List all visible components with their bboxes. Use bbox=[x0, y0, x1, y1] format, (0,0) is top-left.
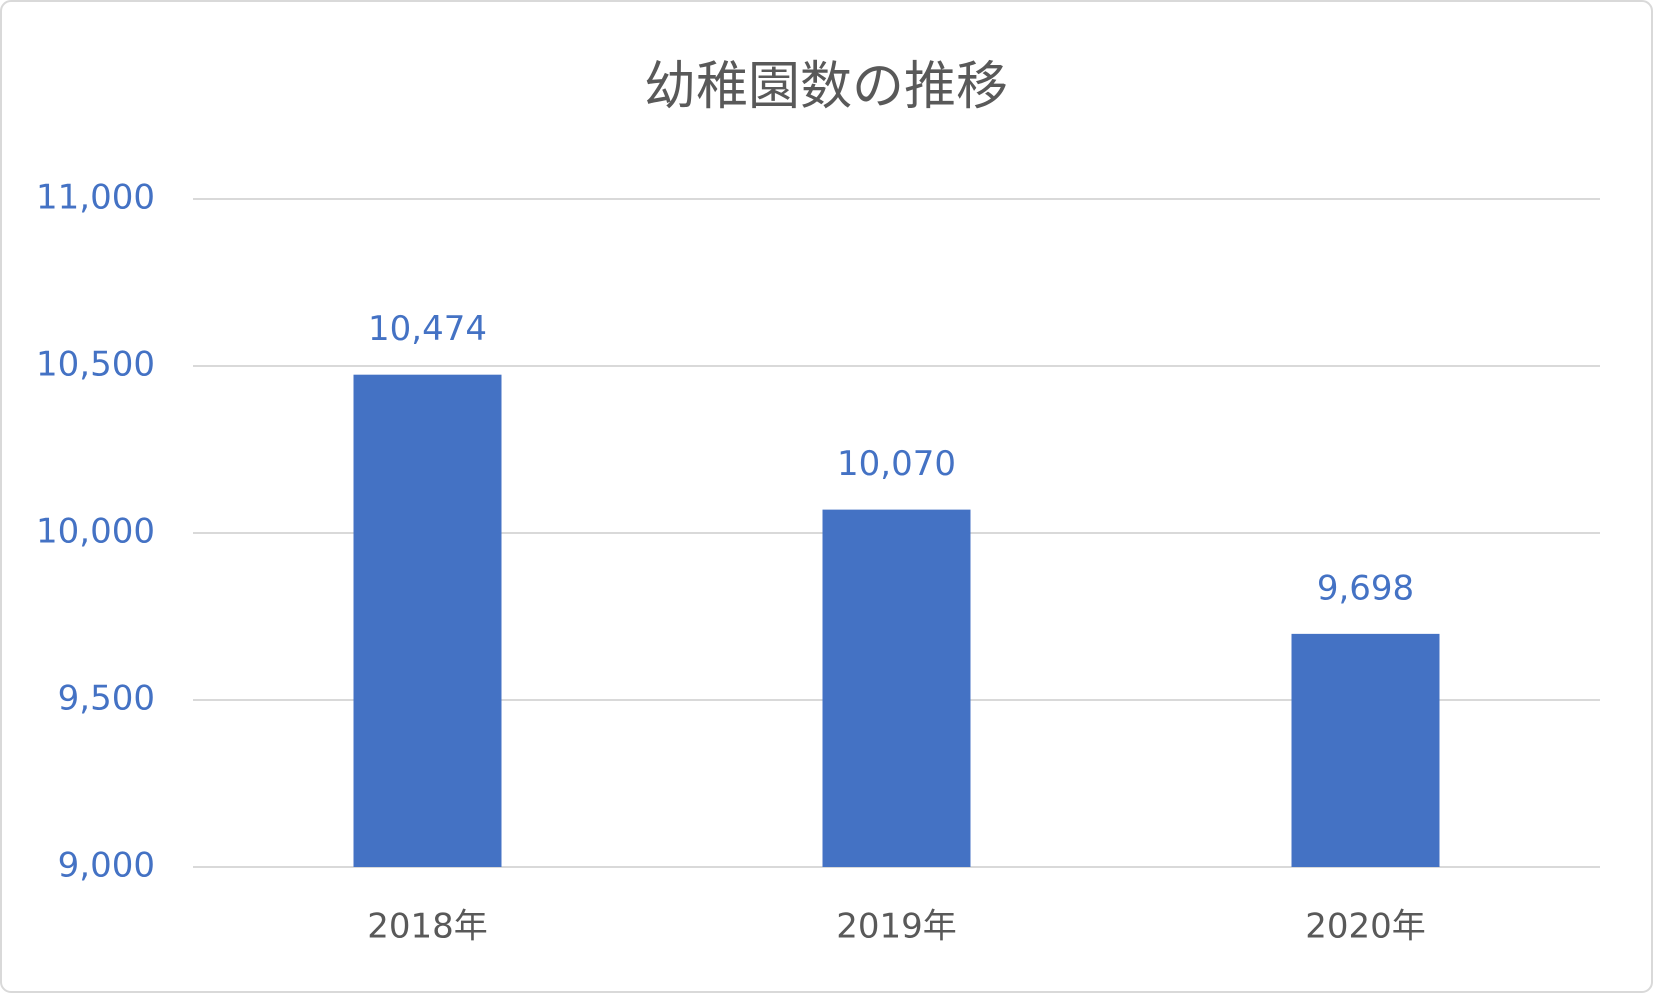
chart-title: 幼稚園数の推移 bbox=[644, 57, 1008, 117]
y-tick-label: 9,500 bbox=[58, 679, 155, 719]
value-label: 10,474 bbox=[368, 309, 487, 349]
x-tick-label: 2019年 bbox=[836, 907, 957, 947]
y-tick-label: 10,000 bbox=[36, 512, 155, 552]
value-label: 10,070 bbox=[837, 444, 956, 484]
y-tick-label: 9,000 bbox=[58, 846, 155, 886]
bar bbox=[822, 509, 971, 867]
x-tick-label: 2018年 bbox=[367, 907, 488, 947]
x-tick-label: 2020年 bbox=[1305, 907, 1426, 947]
y-tick-label: 11,000 bbox=[36, 178, 155, 218]
y-tick-label: 10,500 bbox=[36, 345, 155, 385]
value-label: 9,698 bbox=[1317, 568, 1414, 608]
bar bbox=[353, 374, 502, 867]
bar bbox=[1291, 633, 1440, 867]
